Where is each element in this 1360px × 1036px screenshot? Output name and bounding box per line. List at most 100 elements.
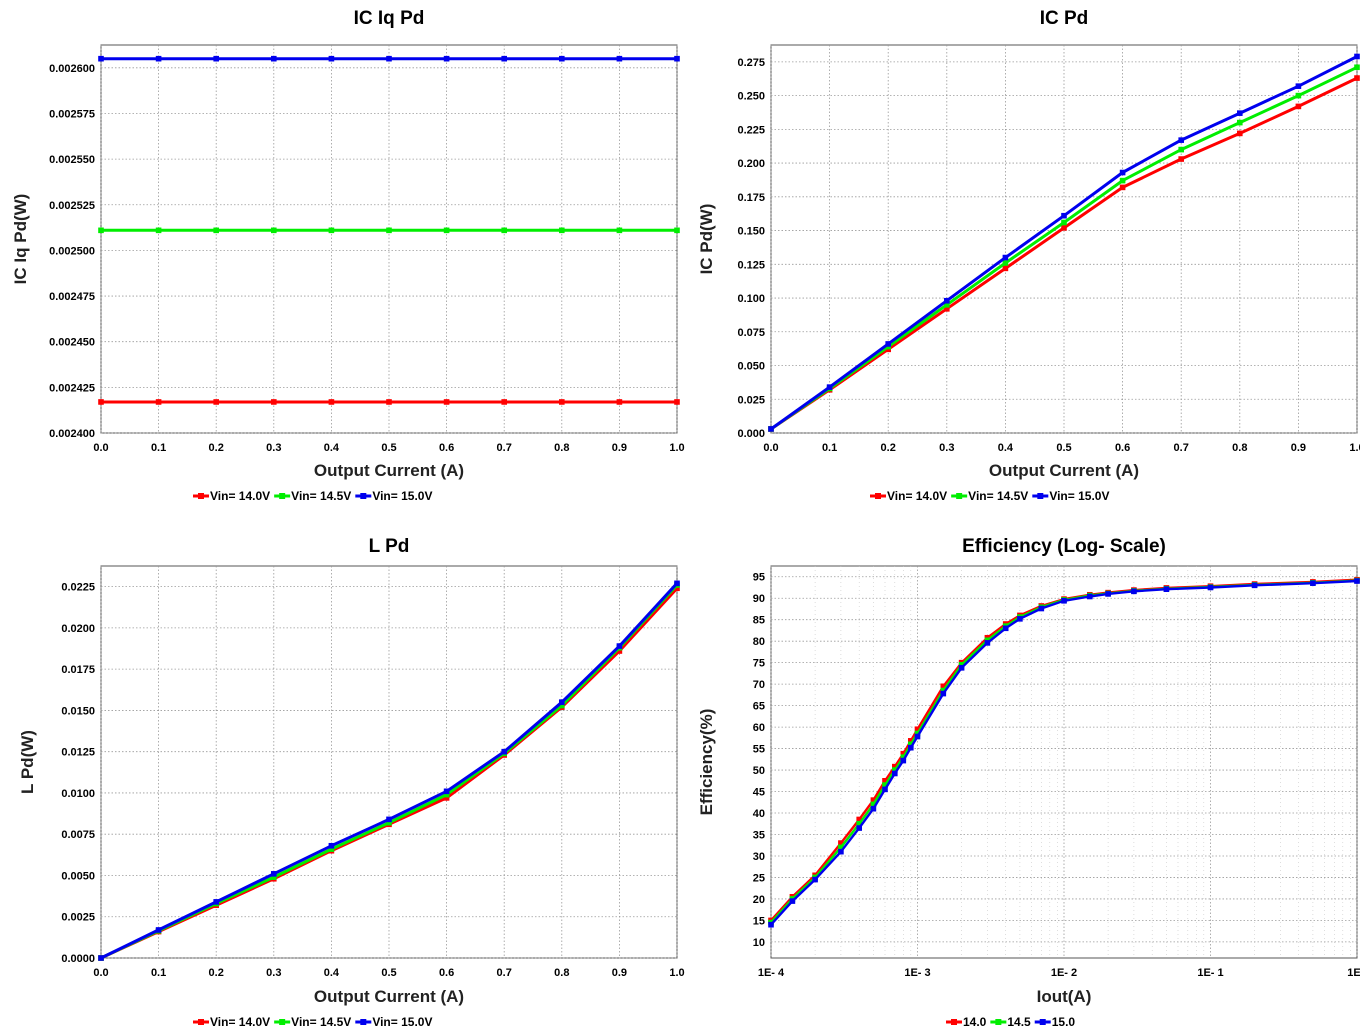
data-point [616, 55, 623, 62]
y-tick-label: 45 [753, 787, 765, 799]
data-point [1237, 130, 1243, 137]
x-tick-label: 0.6 [1115, 442, 1130, 454]
series-line [770, 579, 1358, 926]
y-tick-label: 0.002550 [49, 154, 95, 166]
data-point [984, 640, 991, 646]
data-point [1061, 225, 1067, 231]
y-tick-label: 0.002600 [49, 63, 95, 75]
y-axis-label: Efficiency(%) [697, 709, 716, 816]
y-tick-label: 35 [753, 829, 765, 841]
data-point [1119, 184, 1126, 191]
data-point [501, 748, 507, 755]
legend-item-14-5: 14.5 [990, 1015, 1031, 1029]
legend-label: 14.0 [963, 1015, 987, 1029]
data-point [882, 782, 888, 788]
x-tick-label: 1E- 1 [1197, 967, 1223, 979]
y-tick-label: 0.150 [737, 226, 765, 238]
data-point [443, 791, 450, 798]
data-point [870, 805, 877, 812]
y-tick-label: 0.000 [737, 428, 765, 440]
legend-marker [279, 493, 286, 499]
y-tick-label: 0.002500 [49, 245, 95, 257]
series-vin-14-0v [768, 75, 1360, 432]
data-point [838, 840, 844, 846]
legend: Vin= 14.0V Vin= 14.5V Vin= 15.0V [870, 489, 1109, 503]
data-point [155, 927, 162, 933]
legend-label: Vin= 14.0V [210, 489, 270, 503]
data-point [1131, 588, 1137, 595]
x-tick-label: 0.2 [209, 442, 224, 454]
y-tick-label: 10 [753, 937, 765, 949]
data-point [789, 898, 796, 904]
data-point [914, 726, 921, 733]
x-tick-label: 0.9 [612, 442, 627, 454]
data-point [328, 55, 335, 62]
x-tick-label: 1E- 2 [1051, 967, 1077, 979]
legend-item-vin-14-0v: Vin= 14.0V [193, 1015, 270, 1029]
data-point [1002, 625, 1009, 632]
data-point [856, 816, 863, 823]
x-axis-label: Output Current (A) [314, 461, 464, 480]
data-point [958, 665, 965, 671]
data-point [768, 921, 774, 928]
data-point [559, 55, 565, 62]
legend-item-vin-14-5v: Vin= 14.5V [951, 489, 1028, 503]
x-tick-label: 1.0 [1349, 442, 1360, 454]
x-tick-label: 0.5 [381, 967, 396, 979]
legend-label: 14.5 [1007, 1015, 1031, 1029]
legend-marker [956, 493, 963, 499]
data-point [98, 955, 104, 961]
data-point [907, 738, 914, 744]
data-point [882, 777, 888, 784]
y-tick-label: 0.075 [737, 327, 765, 339]
data-point [328, 846, 335, 852]
data-point [98, 399, 104, 405]
data-point [1237, 119, 1243, 126]
y-tick-label: 0.002475 [49, 291, 95, 303]
data-point [386, 55, 392, 62]
y-tick-label: 30 [753, 851, 765, 863]
legend-marker [1037, 493, 1044, 499]
data-point [1354, 64, 1360, 71]
y-tick-label: 0.0150 [61, 705, 95, 717]
legend-marker [1039, 1019, 1046, 1025]
legend-label: Vin= 15.0V [372, 1015, 432, 1029]
x-tick-label: 0.3 [266, 967, 281, 979]
data-point [328, 842, 335, 849]
legend: Vin= 14.0V Vin= 14.5V Vin= 15.0V [193, 489, 432, 503]
y-tick-label: 50 [753, 765, 765, 777]
data-point [328, 399, 335, 405]
data-point [892, 767, 898, 773]
x-tick-label: 0.7 [497, 967, 512, 979]
y-tick-label: 0.0025 [61, 912, 95, 924]
y-tick-label: 0.125 [737, 259, 765, 271]
y-tick-label: 0.0100 [61, 788, 95, 800]
data-point [944, 301, 950, 308]
y-tick-label: 0.002425 [49, 382, 95, 394]
data-point [944, 297, 950, 304]
legend-marker [198, 493, 204, 499]
chart-title: IC Iq Pd [354, 8, 425, 29]
legend-label: Vin= 14.0V [887, 489, 947, 503]
data-point [1038, 605, 1045, 612]
y-tick-label: 0.002450 [49, 337, 95, 349]
x-tick-label: 0.1 [151, 442, 166, 454]
x-tick-label: 0.0 [763, 442, 778, 454]
data-point [674, 580, 680, 587]
data-point [1354, 75, 1360, 81]
data-point [914, 733, 921, 740]
y-tick-label: 60 [753, 722, 765, 734]
x-tick-label: 0.3 [266, 442, 281, 454]
data-point [958, 662, 965, 668]
data-point [616, 648, 623, 654]
y-tick-label: 0.002525 [49, 200, 95, 212]
data-point [674, 399, 680, 405]
y-axis-label: L Pd(W) [18, 730, 37, 794]
x-tick-label: 1E0 [1347, 967, 1360, 979]
x-tick-label: 0.2 [209, 967, 224, 979]
data-point [155, 227, 162, 234]
data-point [501, 399, 507, 405]
x-tick-label: 0.4 [998, 442, 1014, 454]
data-point [1105, 591, 1111, 597]
y-tick-label: 0.275 [737, 57, 765, 69]
